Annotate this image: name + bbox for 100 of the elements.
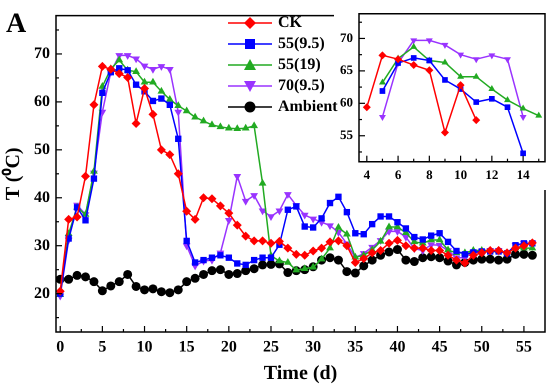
point (335, 194, 342, 200)
point (488, 85, 496, 92)
y-tick-label: 30 (34, 236, 50, 254)
point (410, 38, 418, 44)
point (440, 128, 449, 137)
point (158, 95, 165, 102)
x-tick-label: 25 (262, 338, 279, 356)
point (132, 118, 141, 128)
point (489, 96, 495, 102)
point (250, 121, 258, 128)
point (435, 246, 444, 256)
point (310, 224, 316, 231)
point (98, 286, 107, 296)
point (242, 198, 250, 206)
point (267, 214, 275, 221)
point (191, 112, 200, 120)
point (472, 116, 480, 124)
point (82, 217, 89, 224)
legend-label: CK (278, 13, 302, 33)
y-tick-label: 50 (34, 140, 50, 158)
point (182, 206, 192, 216)
point (232, 269, 242, 278)
point (350, 268, 360, 278)
point (123, 270, 132, 279)
point (334, 236, 343, 246)
point (175, 136, 182, 142)
point (276, 256, 284, 264)
point (114, 277, 124, 286)
point (436, 230, 443, 236)
point (114, 69, 124, 78)
point (266, 260, 276, 269)
point (504, 96, 511, 102)
point (190, 214, 200, 224)
point (268, 254, 274, 261)
point (504, 57, 511, 64)
point (224, 218, 233, 225)
point (216, 122, 224, 130)
point (473, 99, 480, 105)
point (90, 175, 98, 182)
point (148, 284, 158, 294)
y-tick-label: 60 (340, 94, 353, 110)
point (326, 237, 335, 246)
point (233, 124, 242, 131)
point (302, 223, 308, 230)
point (140, 84, 150, 93)
point (241, 232, 250, 241)
point (258, 260, 268, 270)
point (149, 78, 157, 84)
point (216, 265, 225, 274)
y-tick-label: 70 (34, 45, 50, 62)
point (234, 260, 240, 267)
point (452, 256, 461, 265)
point (174, 101, 182, 108)
point (64, 214, 74, 224)
point (426, 38, 433, 44)
point (344, 208, 350, 216)
point (520, 150, 526, 156)
y-tick-label: 20 (34, 284, 50, 302)
point (157, 86, 166, 94)
point (106, 281, 116, 290)
x-tick-label: 10 (136, 338, 153, 356)
y-tick-label: 55 (340, 127, 354, 142)
point (385, 222, 393, 230)
point (148, 110, 158, 119)
point (216, 201, 225, 210)
point (428, 232, 434, 239)
point (274, 236, 284, 246)
point (292, 266, 300, 272)
point (132, 67, 140, 74)
point (326, 223, 334, 230)
point (457, 72, 464, 79)
point (259, 254, 266, 261)
point (368, 220, 376, 228)
point (410, 42, 418, 49)
point (224, 208, 234, 218)
point (276, 208, 284, 216)
point (378, 51, 386, 60)
point (342, 230, 351, 236)
legend-label: 55(19) (278, 55, 321, 75)
point (207, 194, 216, 204)
point (410, 257, 419, 266)
point (410, 244, 419, 253)
point (56, 286, 65, 296)
point (426, 246, 436, 256)
point (342, 267, 352, 276)
point (99, 90, 106, 96)
x-tick-label: 0 (56, 338, 64, 356)
point (124, 53, 132, 60)
point (360, 231, 367, 238)
point (402, 225, 410, 232)
point (350, 258, 360, 267)
point (250, 264, 259, 274)
point (300, 264, 309, 271)
point (377, 213, 384, 220)
y-tick-label: 60 (34, 93, 50, 110)
point (149, 67, 157, 74)
point (334, 256, 343, 265)
point (410, 61, 418, 70)
point (258, 208, 266, 216)
point (384, 247, 394, 256)
